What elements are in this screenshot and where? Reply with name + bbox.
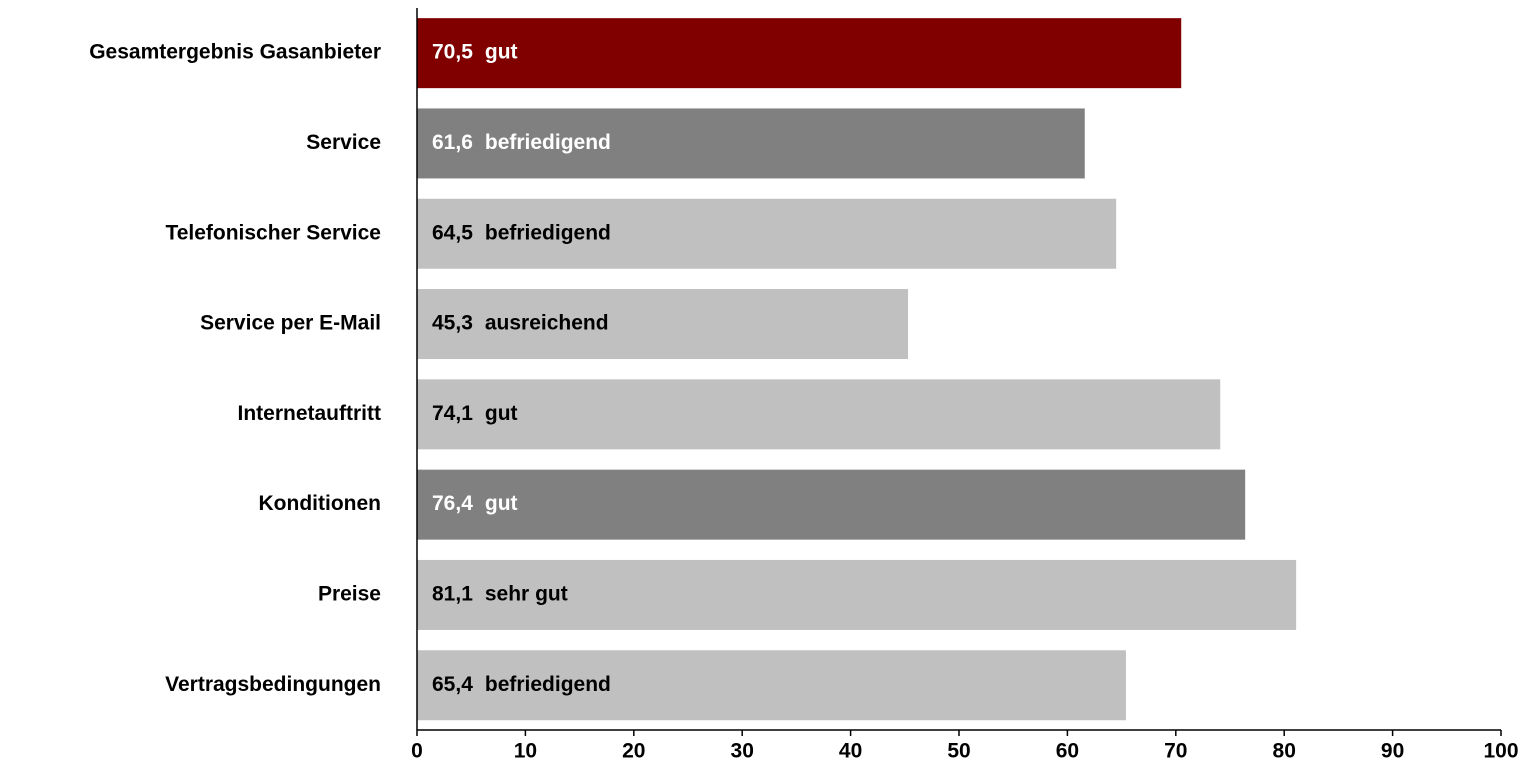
bar [417,650,1126,721]
x-tick-label: 30 [731,740,754,763]
x-tick-label: 40 [839,740,862,763]
bar [417,198,1117,269]
y-tick-label: Internetauftritt [238,402,382,425]
y-tick-label: Telefonischer Service [165,221,381,244]
y-tick-label: Service [306,131,381,154]
value-label: 65,4 [432,673,473,696]
value-label: 81,1 [432,582,473,605]
bar [417,559,1297,630]
x-tick-label: 0 [411,740,423,763]
y-tick-label: Gesamtergebnis Gasanbieter [89,41,381,64]
x-tick-label: 10 [514,740,537,763]
bar [417,18,1182,89]
rating-label: gut [485,402,518,425]
y-tick-label: Konditionen [259,492,381,515]
x-tick-label: 100 [1483,740,1518,763]
bar [417,379,1221,450]
rating-label: befriedigend [485,221,611,244]
x-tick-label: 80 [1273,740,1296,763]
y-tick-label: Vertragsbedingungen [165,673,381,696]
x-tick-label: 90 [1381,740,1404,763]
bar [417,289,909,360]
rating-label: gut [485,492,518,515]
value-label: 45,3 [432,312,473,335]
rating-label: sehr gut [485,582,568,605]
y-tick-label: Preise [318,582,381,605]
y-tick-label: Service per E-Mail [200,312,381,335]
value-label: 76,4 [432,492,473,515]
value-label: 61,6 [432,131,473,154]
bar [417,108,1085,179]
rating-label: gut [485,41,518,64]
x-tick-label: 70 [1164,740,1187,763]
rating-label: ausreichend [485,312,609,335]
x-tick-label: 60 [1056,740,1079,763]
value-label: 64,5 [432,221,473,244]
rating-label: befriedigend [485,131,611,154]
x-tick-label: 50 [947,740,970,763]
rating-label: befriedigend [485,673,611,696]
value-label: 70,5 [432,41,473,64]
value-label: 74,1 [432,402,473,425]
bar [417,469,1246,540]
x-tick-label: 20 [622,740,645,763]
